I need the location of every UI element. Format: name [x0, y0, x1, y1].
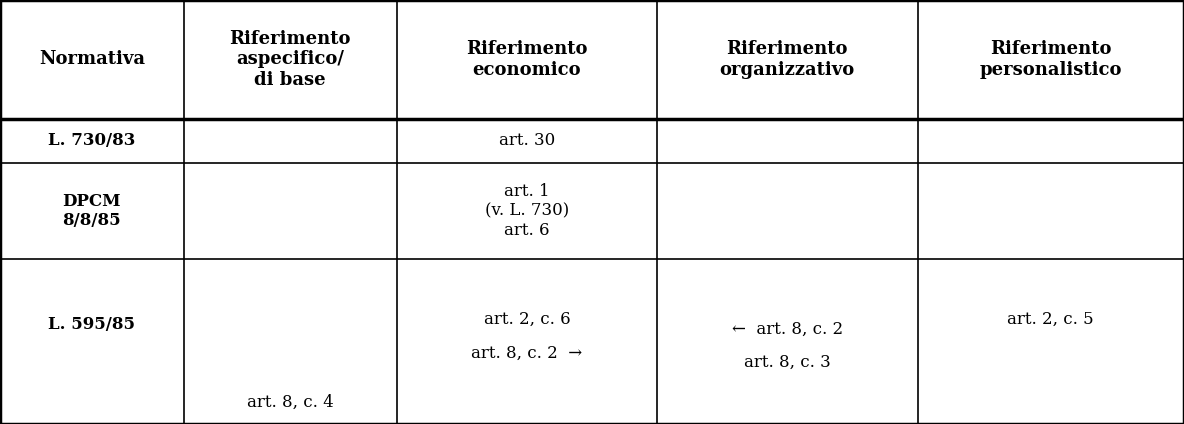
Text: art. 8, c. 3: art. 8, c. 3 — [744, 354, 831, 371]
Text: art. 30: art. 30 — [498, 132, 555, 150]
Text: Riferimento
aspecifico/
di base: Riferimento aspecifico/ di base — [230, 30, 350, 89]
Text: ←  art. 8, c. 2: ← art. 8, c. 2 — [732, 321, 843, 338]
Text: Normativa: Normativa — [39, 50, 144, 68]
Text: Riferimento
economico: Riferimento economico — [466, 40, 587, 79]
Text: art. 8, c. 4: art. 8, c. 4 — [246, 394, 334, 411]
Text: L. 595/85: L. 595/85 — [49, 316, 135, 333]
Text: art. 2, c. 5: art. 2, c. 5 — [1008, 311, 1094, 328]
Text: L. 730/83: L. 730/83 — [49, 132, 135, 150]
Text: art. 2, c. 6: art. 2, c. 6 — [483, 311, 571, 328]
Text: Riferimento
personalistico: Riferimento personalistico — [979, 40, 1122, 79]
Text: Riferimento
organizzativo: Riferimento organizzativo — [720, 40, 855, 79]
Text: art. 1
(v. L. 730)
art. 6: art. 1 (v. L. 730) art. 6 — [484, 183, 570, 239]
Text: art. 8, c. 2  →: art. 8, c. 2 → — [471, 344, 583, 361]
Text: DPCM
8/8/85: DPCM 8/8/85 — [63, 192, 121, 229]
